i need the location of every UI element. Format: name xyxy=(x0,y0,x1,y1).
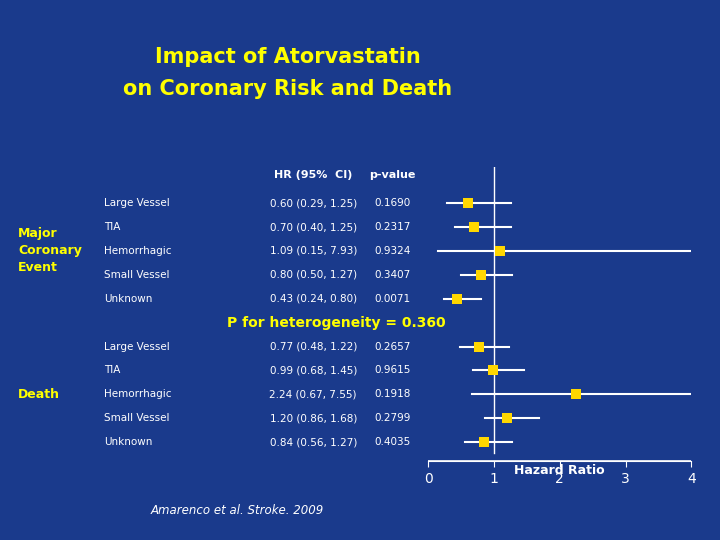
Text: 0.99 (0.68, 1.45): 0.99 (0.68, 1.45) xyxy=(269,366,357,375)
Text: Hazard Ratio: Hazard Ratio xyxy=(515,464,605,477)
Text: 0.9615: 0.9615 xyxy=(374,366,410,375)
Text: 0.80 (0.50, 1.27): 0.80 (0.50, 1.27) xyxy=(269,270,357,280)
Text: 2.24 (0.67, 7.55): 2.24 (0.67, 7.55) xyxy=(269,389,357,399)
Text: 1.09 (0.15, 7.93): 1.09 (0.15, 7.93) xyxy=(269,246,357,256)
Text: 0.43 (0.24, 0.80): 0.43 (0.24, 0.80) xyxy=(269,294,357,304)
Text: 0.60 (0.29, 1.25): 0.60 (0.29, 1.25) xyxy=(269,198,357,208)
Text: 0.1690: 0.1690 xyxy=(374,198,410,208)
Text: 0.2799: 0.2799 xyxy=(374,413,410,423)
Text: 0.84 (0.56, 1.27): 0.84 (0.56, 1.27) xyxy=(269,437,357,447)
Text: Unknown: Unknown xyxy=(104,437,153,447)
Text: 0.9324: 0.9324 xyxy=(374,246,410,256)
Text: Major
Coronary
Event: Major Coronary Event xyxy=(18,227,82,274)
Text: 0.70 (0.40, 1.25): 0.70 (0.40, 1.25) xyxy=(269,222,357,232)
Text: TIA: TIA xyxy=(104,366,121,375)
Text: 0.2317: 0.2317 xyxy=(374,222,410,232)
Text: on Coronary Risk and Death: on Coronary Risk and Death xyxy=(123,79,453,99)
Text: Unknown: Unknown xyxy=(104,294,153,304)
Text: 0.1918: 0.1918 xyxy=(374,389,410,399)
Text: Death: Death xyxy=(18,388,60,401)
Text: Large Vessel: Large Vessel xyxy=(104,198,170,208)
Text: HR (95%  CI): HR (95% CI) xyxy=(274,170,352,180)
Text: Hemorrhagic: Hemorrhagic xyxy=(104,389,172,399)
Text: 0.4035: 0.4035 xyxy=(374,437,410,447)
Text: 0.77 (0.48, 1.22): 0.77 (0.48, 1.22) xyxy=(269,341,357,352)
Text: TIA: TIA xyxy=(104,222,121,232)
Text: 0.3407: 0.3407 xyxy=(374,270,410,280)
Text: Amarenco et al. Stroke. 2009: Amarenco et al. Stroke. 2009 xyxy=(151,504,324,517)
Text: 1.20 (0.86, 1.68): 1.20 (0.86, 1.68) xyxy=(269,413,357,423)
Text: Small Vessel: Small Vessel xyxy=(104,270,170,280)
Text: Hemorrhagic: Hemorrhagic xyxy=(104,246,172,256)
Text: Impact of Atorvastatin: Impact of Atorvastatin xyxy=(155,46,421,67)
Text: Large Vessel: Large Vessel xyxy=(104,341,170,352)
Text: 0.0071: 0.0071 xyxy=(374,294,410,304)
Text: Small Vessel: Small Vessel xyxy=(104,413,170,423)
Text: P for heterogeneity = 0.360: P for heterogeneity = 0.360 xyxy=(228,316,446,329)
Text: p-value: p-value xyxy=(369,170,415,180)
Text: 0.2657: 0.2657 xyxy=(374,341,410,352)
